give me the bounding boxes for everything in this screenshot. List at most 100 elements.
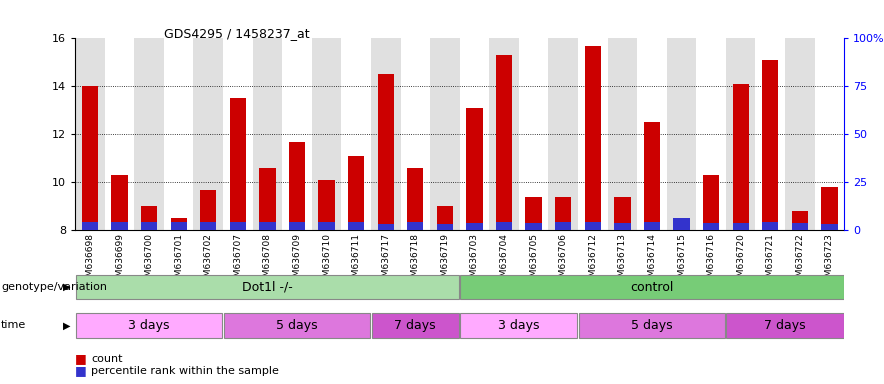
Bar	[259, 222, 276, 230]
Bar	[289, 142, 305, 230]
Bar	[400, 38, 431, 230]
Bar	[223, 38, 253, 230]
Bar	[555, 197, 571, 230]
Bar	[525, 197, 542, 230]
Bar	[614, 197, 630, 230]
Text: time: time	[1, 320, 27, 331]
Text: 3 days: 3 days	[498, 319, 539, 332]
Bar	[377, 74, 394, 230]
Bar	[76, 275, 459, 299]
Bar	[821, 187, 837, 230]
Bar	[584, 222, 601, 230]
Bar	[578, 38, 607, 230]
Bar	[614, 223, 630, 230]
Bar	[200, 222, 217, 230]
Bar	[674, 218, 690, 230]
Bar	[408, 222, 423, 230]
Bar	[312, 38, 341, 230]
Bar	[253, 38, 282, 230]
Bar	[821, 224, 837, 230]
Bar	[408, 168, 423, 230]
Text: 5 days: 5 days	[276, 319, 318, 332]
Bar	[82, 86, 98, 230]
Bar	[762, 60, 779, 230]
Bar	[467, 108, 483, 230]
Bar	[224, 313, 370, 338]
Bar	[348, 156, 364, 230]
Text: 5 days: 5 days	[631, 319, 673, 332]
Text: 7 days: 7 days	[765, 319, 806, 332]
Bar	[171, 218, 187, 230]
Bar	[141, 222, 157, 230]
Text: ▶: ▶	[64, 282, 71, 292]
Bar	[164, 38, 194, 230]
Bar	[341, 38, 371, 230]
Bar	[460, 38, 489, 230]
Bar	[496, 222, 512, 230]
Bar	[548, 38, 578, 230]
Bar	[489, 38, 519, 230]
Bar	[318, 222, 335, 230]
Bar	[318, 180, 335, 230]
Bar	[815, 38, 844, 230]
Bar	[75, 38, 104, 230]
Text: Dot1l -/-: Dot1l -/-	[242, 281, 293, 293]
Text: ■: ■	[75, 364, 87, 377]
Bar	[437, 224, 453, 230]
Bar	[756, 38, 785, 230]
Text: GDS4295 / 1458237_at: GDS4295 / 1458237_at	[164, 27, 309, 40]
Bar	[792, 211, 808, 230]
Bar	[371, 38, 400, 230]
Text: genotype/variation: genotype/variation	[1, 282, 107, 292]
Bar	[726, 38, 756, 230]
Bar	[785, 38, 815, 230]
Bar	[230, 98, 246, 230]
Bar	[762, 222, 779, 230]
Bar	[579, 313, 725, 338]
Bar	[230, 222, 246, 230]
Bar	[644, 222, 660, 230]
Bar	[607, 38, 637, 230]
Bar	[141, 207, 157, 230]
Bar	[461, 313, 577, 338]
Bar	[525, 223, 542, 230]
Text: ▶: ▶	[64, 320, 71, 331]
Bar	[584, 46, 601, 230]
Bar	[637, 38, 667, 230]
Text: percentile rank within the sample: percentile rank within the sample	[91, 366, 279, 376]
Text: control: control	[630, 281, 674, 293]
Bar	[259, 168, 276, 230]
Text: count: count	[91, 354, 123, 364]
Bar	[667, 38, 697, 230]
Bar	[727, 313, 843, 338]
Bar	[644, 122, 660, 230]
Bar	[200, 190, 217, 230]
Bar	[431, 38, 460, 230]
Bar	[111, 175, 127, 230]
Bar	[171, 222, 187, 230]
Text: 7 days: 7 days	[394, 319, 436, 332]
Bar	[111, 222, 127, 230]
Bar	[82, 222, 98, 230]
Bar	[348, 222, 364, 230]
Bar	[76, 313, 223, 338]
Bar	[467, 223, 483, 230]
Bar	[697, 38, 726, 230]
Bar	[733, 84, 749, 230]
Bar	[371, 313, 459, 338]
Bar	[555, 222, 571, 230]
Bar	[496, 55, 512, 230]
Bar	[282, 38, 312, 230]
Bar	[194, 38, 223, 230]
Bar	[733, 223, 749, 230]
Bar	[674, 226, 690, 230]
Bar	[792, 223, 808, 230]
Bar	[461, 275, 843, 299]
Bar	[703, 223, 720, 230]
Bar	[134, 38, 164, 230]
Bar	[377, 224, 394, 230]
Text: ■: ■	[75, 353, 87, 366]
Bar	[703, 175, 720, 230]
Bar	[437, 207, 453, 230]
Bar	[289, 222, 305, 230]
